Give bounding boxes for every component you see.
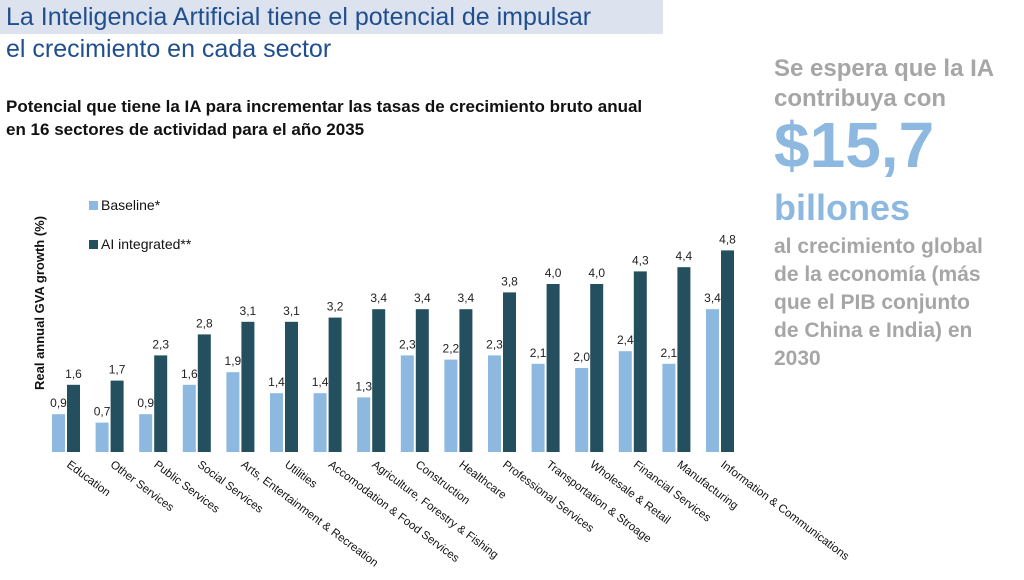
bar-baseline-7 [357,397,371,452]
side-body-line-5: 2030 [774,347,821,370]
chart-title-line-1: Potencial que tiene la IA para increment… [6,97,643,116]
side-lead: Se espera que la IA contribuya con [774,54,994,114]
value-label-baseline-0: 0,9 [50,396,67,410]
side-lead-line-1: Se espera que la IA [774,55,995,82]
growth-bar-chart: Real annual GVA growth (%) Baseline* AI … [32,197,851,570]
bar-baseline-15 [706,309,719,452]
y-axis-label: Real annual GVA growth (%) [32,216,47,390]
bar-ai-10 [503,292,516,452]
value-label-ai-10: 3,8 [501,274,518,288]
legend-ai-label: AI integrated** [101,236,192,252]
bar-ai-14 [677,267,691,452]
bar-ai-0 [67,384,80,452]
value-label-ai-7: 3,4 [370,291,387,305]
bar-ai-9 [459,309,473,452]
side-lead-line-2: contribuya con [774,85,947,112]
value-labels-layer: 0,9 1,6 0,7 1,7 0,9 2,3 1,6 2,8 1,9 3,1 1,4 3,1 1,4 3… [50,232,736,418]
bar-ai-11 [546,284,560,452]
side-body: al crecimiento global de la economía (má… [774,233,983,373]
value-label-ai-3: 2,8 [196,316,213,330]
value-label-baseline-2: 0,9 [137,396,154,410]
value-label-baseline-6: 1,4 [312,375,329,389]
legend-baseline-swatch [89,201,98,210]
value-label-baseline-7: 1,3 [355,379,372,393]
page-title-line-1: La Inteligencia Artificial tiene el pote… [6,3,592,31]
bar-ai-7 [372,309,386,452]
bar-baseline-5 [270,393,283,452]
bars-layer [52,250,734,452]
bar-baseline-0 [52,414,65,452]
category-label-13: Financial Services [631,459,713,525]
category-label-5: Utilities [282,459,319,491]
bar-baseline-1 [95,422,109,452]
value-label-ai-15: 4,8 [719,232,736,246]
side-body-line-2: de la economía (más [774,263,981,286]
side-body-line-1: al crecimiento global [774,235,983,258]
value-label-ai-1: 1,7 [109,363,126,377]
value-label-baseline-3: 1,6 [181,367,198,381]
value-label-baseline-5: 1,4 [268,375,285,389]
bar-baseline-9 [444,359,458,452]
bar-baseline-6 [313,393,327,452]
value-label-ai-13: 4,3 [632,253,649,267]
value-label-baseline-1: 0,7 [94,405,111,419]
bar-baseline-8 [400,355,414,452]
value-label-ai-14: 4,4 [676,249,693,263]
side-figure: $15,7 [774,109,935,181]
value-label-ai-8: 3,4 [414,291,431,305]
bar-ai-12 [590,284,604,452]
chart-title-line-2: en 16 sectores de actividad para el año … [6,120,365,139]
bar-ai-4 [241,321,255,452]
legend-ai-swatch [89,240,98,249]
category-label-0: Education [64,459,112,499]
bar-ai-8 [415,309,429,452]
value-label-ai-2: 2,3 [152,337,169,351]
bar-baseline-3 [182,384,196,452]
value-label-ai-9: 3,4 [458,291,475,305]
bar-ai-5 [285,321,298,452]
bar-baseline-11 [531,363,545,452]
value-label-ai-5: 3,1 [283,304,300,318]
bar-ai-13 [633,271,647,452]
bar-baseline-4 [226,372,240,452]
category-label-12: Wholesale & Retail [587,459,672,527]
value-label-baseline-14: 2,1 [661,346,678,360]
value-label-baseline-9: 2,2 [443,342,460,356]
value-label-baseline-10: 2,3 [486,337,503,351]
value-label-ai-12: 4,0 [588,266,605,280]
value-label-ai-6: 3,2 [327,300,344,314]
title-band [0,0,663,34]
value-label-baseline-15: 3,4 [704,291,721,305]
side-body-line-4: de China e India) en [774,319,973,342]
side-body-line-3: que el PIB conjunto [774,291,971,314]
page-title-line-2: el crecimiento en cada sector [6,35,332,63]
value-label-baseline-4: 1,9 [225,354,242,368]
value-label-ai-0: 1,6 [65,367,82,381]
side-unit: billones [774,187,911,228]
bar-ai-15 [721,250,734,452]
bar-baseline-13 [618,351,632,452]
bar-baseline-10 [488,355,501,452]
value-label-baseline-11: 2,1 [530,346,547,360]
bar-baseline-12 [575,368,589,452]
bar-ai-2 [154,355,168,452]
value-label-baseline-13: 2,4 [617,333,634,347]
value-label-baseline-12: 2,0 [573,350,590,364]
bar-ai-1 [110,380,124,452]
bar-baseline-14 [662,363,676,452]
bar-ai-3 [197,334,211,452]
bar-baseline-2 [139,414,153,452]
value-label-ai-4: 3,1 [240,304,257,318]
value-label-baseline-8: 2,3 [399,337,416,351]
value-label-ai-11: 4,0 [545,266,562,280]
bar-ai-6 [328,317,342,452]
category-label-15: Information & Communications [718,459,851,563]
legend-baseline-label: Baseline* [101,197,161,213]
